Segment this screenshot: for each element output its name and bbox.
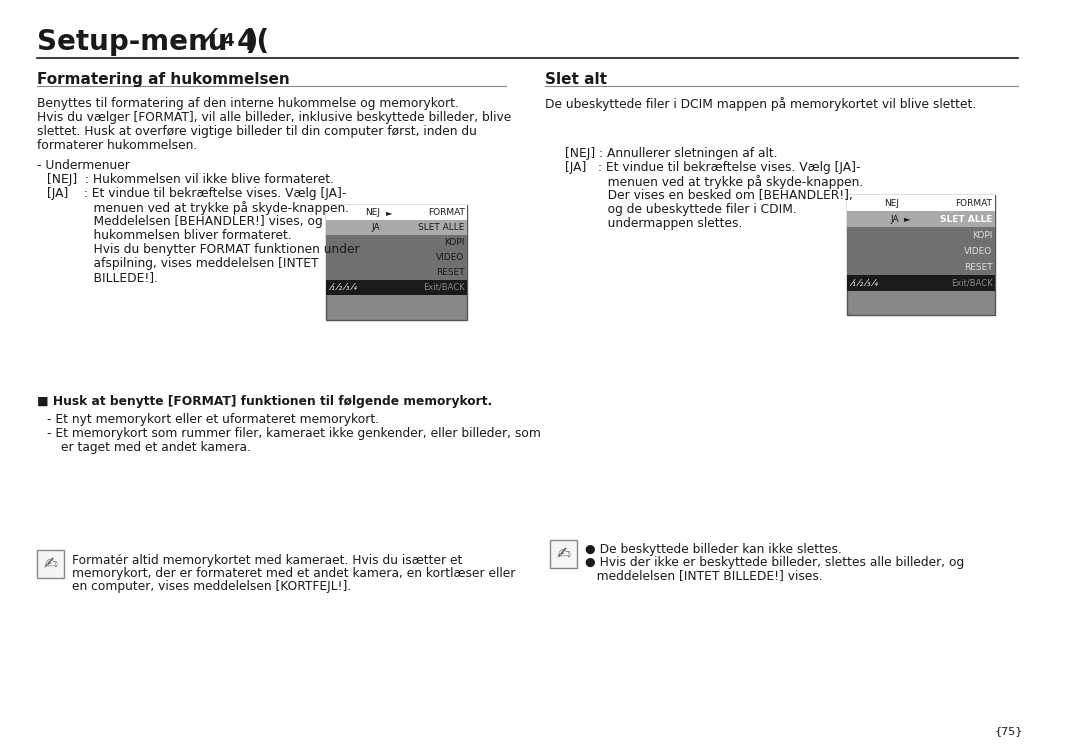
Text: Formatér altid memorykortet med kameraet. Hvis du isætter et: Formatér altid memorykortet med kameraet…: [72, 554, 462, 567]
Bar: [326, 280, 468, 295]
Bar: [847, 243, 996, 259]
Text: JA: JA: [890, 215, 899, 224]
Text: - Et memorykort som rummer filer, kameraet ikke genkender, eller billeder, som: - Et memorykort som rummer filer, kamera…: [46, 427, 541, 440]
Text: Exit/BACK: Exit/BACK: [423, 283, 464, 292]
Text: VIDEO: VIDEO: [436, 253, 464, 262]
Bar: [326, 205, 468, 320]
Bar: [847, 195, 996, 211]
Text: BILLEDE!].: BILLEDE!].: [46, 271, 158, 284]
Text: ⁄₁ ⁄₂ ⁄₃ ⁄₄: ⁄₁ ⁄₂ ⁄₃ ⁄₄: [330, 283, 357, 292]
Text: Exit/BACK: Exit/BACK: [950, 278, 993, 287]
Text: KOPI: KOPI: [444, 238, 464, 247]
Bar: [847, 227, 996, 243]
Text: undermappen slettes.: undermappen slettes.: [565, 217, 742, 230]
Text: ✍: ✍: [43, 555, 57, 573]
Text: [JA]   : Et vindue til bekræftelse vises. Vælg [JA]-: [JA] : Et vindue til bekræftelse vises. …: [565, 161, 861, 174]
Text: ● Hvis der ikke er beskyttede billeder, slettes alle billeder, og: ● Hvis der ikke er beskyttede billeder, …: [585, 556, 964, 569]
Text: JA: JA: [372, 223, 380, 232]
Text: RESET: RESET: [963, 263, 993, 272]
Text: 4: 4: [222, 32, 233, 50]
Bar: [847, 211, 996, 227]
Bar: [847, 195, 996, 315]
Text: [NEJ]  : Hukommelsen vil ikke blive formateret.: [NEJ] : Hukommelsen vil ikke blive forma…: [46, 173, 334, 186]
Text: De ubeskyttede filer i DCIM mappen på memorykortet vil blive slettet.: De ubeskyttede filer i DCIM mappen på me…: [545, 97, 976, 111]
Text: Der vises en besked om [BEHANDLER!],: Der vises en besked om [BEHANDLER!],: [565, 189, 853, 202]
Text: FORMAT: FORMAT: [956, 198, 993, 207]
Text: KOPI: KOPI: [972, 231, 993, 239]
Text: NEJ: NEJ: [365, 208, 380, 217]
Text: ■ Husk at benytte [FORMAT] funktionen til følgende memorykort.: ■ Husk at benytte [FORMAT] funktionen ti…: [37, 395, 492, 408]
Text: Slet alt: Slet alt: [545, 72, 607, 87]
Text: meddelelsen [INTET BILLEDE!] vises.: meddelelsen [INTET BILLEDE!] vises.: [585, 569, 823, 582]
Text: hukommelsen bliver formateret.: hukommelsen bliver formateret.: [46, 229, 292, 242]
Text: slettet. Husk at overføre vigtige billeder til din computer først, inden du: slettet. Husk at overføre vigtige billed…: [37, 125, 477, 138]
Text: Meddelelsen [BEHANDLER!] vises, og: Meddelelsen [BEHANDLER!] vises, og: [46, 215, 323, 228]
Text: SLET ALLE: SLET ALLE: [418, 223, 464, 232]
Bar: [847, 259, 996, 275]
Bar: [326, 220, 468, 235]
Bar: [326, 250, 468, 265]
Text: Setup-menu 4(: Setup-menu 4(: [37, 28, 269, 56]
Text: VIDEO: VIDEO: [964, 246, 993, 255]
Text: ►: ►: [386, 208, 392, 217]
Bar: [37, 550, 65, 578]
Text: menuen ved at trykke på skyde-knappen.: menuen ved at trykke på skyde-knappen.: [565, 175, 863, 189]
Text: RESET: RESET: [436, 268, 464, 277]
Text: ): ): [235, 28, 258, 56]
Text: Formatering af hukommelsen: Formatering af hukommelsen: [37, 72, 289, 87]
Text: [JA]    : Et vindue til bekræftelse vises. Vælg [JA]-: [JA] : Et vindue til bekræftelse vises. …: [46, 187, 346, 200]
Text: og de ubeskyttede filer i CDIM.: og de ubeskyttede filer i CDIM.: [565, 203, 797, 216]
Text: {75}: {75}: [995, 726, 1023, 736]
Text: SLET ALLE: SLET ALLE: [940, 215, 993, 224]
Text: - Undermenuer: - Undermenuer: [37, 159, 130, 172]
Text: afspilning, vises meddelelsen [INTET: afspilning, vises meddelelsen [INTET: [46, 257, 319, 270]
Text: - Et nyt memorykort eller et uformateret memorykort.: - Et nyt memorykort eller et uformateret…: [46, 413, 379, 426]
Text: NEJ: NEJ: [885, 198, 899, 207]
Bar: [847, 275, 996, 291]
Text: memorykort, der er formateret med et andet kamera, en kortlæser eller: memorykort, der er formateret med et and…: [72, 567, 515, 580]
Text: ⁄₁ ⁄₂ ⁄₃ ⁄₄: ⁄₁ ⁄₂ ⁄₃ ⁄₄: [851, 278, 878, 287]
Bar: [326, 205, 468, 220]
Text: Hvis du benytter FORMAT funktionen under: Hvis du benytter FORMAT funktionen under: [46, 243, 360, 256]
Text: [NEJ] : Annullerer sletningen af alt.: [NEJ] : Annullerer sletningen af alt.: [565, 147, 778, 160]
Bar: [326, 235, 468, 250]
Text: ● De beskyttede billeder kan ikke slettes.: ● De beskyttede billeder kan ikke slette…: [585, 543, 842, 556]
Bar: [326, 265, 468, 280]
Text: FORMAT: FORMAT: [428, 208, 464, 217]
Text: formaterer hukommelsen.: formaterer hukommelsen.: [37, 139, 198, 152]
Text: ►: ►: [904, 215, 910, 224]
Text: ⁄: ⁄: [207, 27, 212, 51]
Text: Hvis du vælger [FORMAT], vil alle billeder, inklusive beskyttede billeder, blive: Hvis du vælger [FORMAT], vil alle billed…: [37, 111, 511, 124]
Text: menuen ved at trykke på skyde-knappen.: menuen ved at trykke på skyde-knappen.: [46, 201, 349, 215]
Text: en computer, vises meddelelsen [KORTFEJL!].: en computer, vises meddelelsen [KORTFEJL…: [72, 580, 351, 593]
Text: er taget med et andet kamera.: er taget med et andet kamera.: [62, 441, 252, 454]
Text: ✍: ✍: [557, 545, 571, 563]
Bar: [550, 540, 578, 568]
Text: Benyttes til formatering af den interne hukommelse og memorykort.: Benyttes til formatering af den interne …: [37, 97, 459, 110]
